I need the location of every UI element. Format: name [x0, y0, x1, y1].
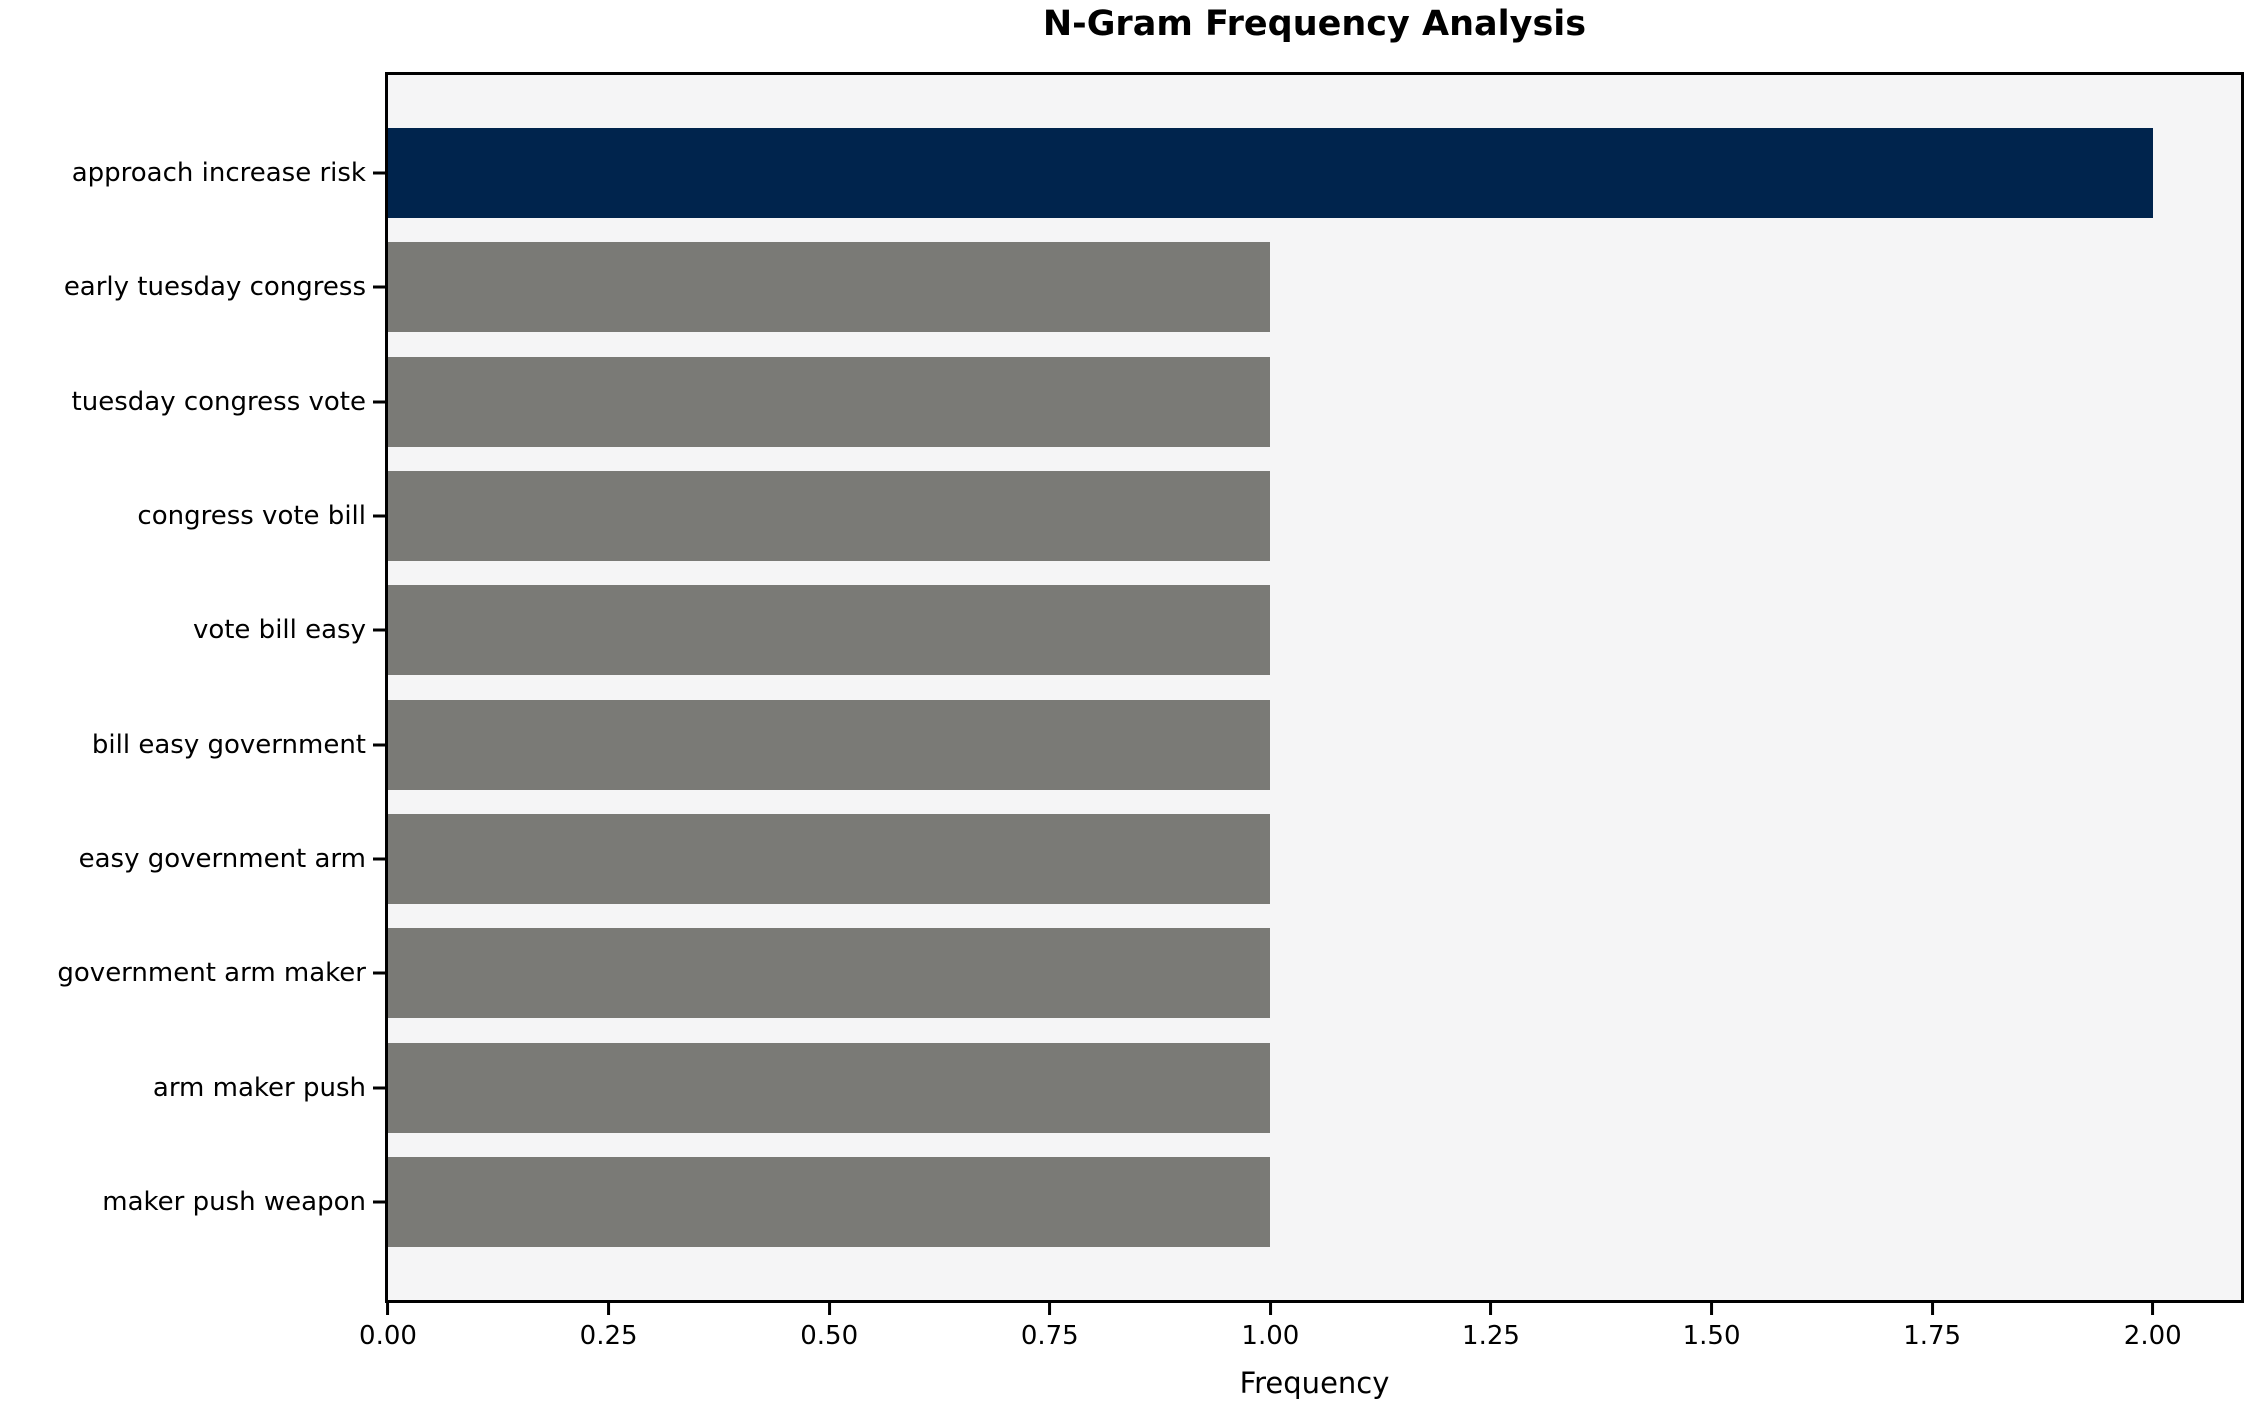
category-label: arm maker push [152, 1072, 366, 1103]
chart-title: N-Gram Frequency Analysis [1042, 4, 1587, 44]
x-tick-label: 0.50 [800, 1321, 859, 1351]
x-tick: 1.00 [1241, 1303, 1299, 1351]
x-tick-label: 2.00 [2123, 1321, 2182, 1351]
category-label: government arm maker [57, 958, 366, 989]
plot-area: approach increase risk early tuesday cong… [57, 72, 2244, 1303]
x-tick-label: 1.75 [1903, 1321, 1962, 1351]
bar-row: congress vote bill [137, 470, 2241, 561]
x-tick-mark [827, 1303, 831, 1315]
x-tick-label: 1.25 [1462, 1321, 1520, 1351]
x-tick: 1.50 [1683, 1303, 1741, 1351]
bar-row: bill easy government [92, 699, 2241, 790]
x-tick-mark [1268, 1303, 1272, 1315]
x-tick-mark [1930, 1303, 1934, 1315]
x-tick: 0.50 [800, 1303, 858, 1351]
x-tick: 2.00 [2124, 1303, 2182, 1351]
bar-row: government arm maker [57, 928, 2241, 1019]
x-tick-mark [1048, 1303, 1052, 1315]
bar-row: tuesday congress vote [72, 356, 2241, 447]
category-label: bill easy government [91, 729, 366, 760]
bars-container: approach increase risk early tuesday cong… [57, 75, 2241, 1300]
bar [388, 128, 2153, 218]
y-tick-mark [373, 971, 385, 975]
x-tick: 1.25 [1462, 1303, 1520, 1351]
x-tick-label: 0.25 [579, 1321, 638, 1351]
category-label: approach increase risk [71, 158, 366, 188]
x-tick-label: 1.00 [1241, 1321, 1300, 1351]
category-label: congress vote bill [137, 500, 366, 531]
y-tick-mark [373, 514, 385, 518]
bar [388, 813, 1271, 904]
y-tick-mark [373, 1086, 385, 1090]
bar-row: approach increase risk [72, 128, 2241, 218]
x-tick-mark [1710, 1303, 1714, 1315]
category-label: early tuesday congress [63, 272, 366, 303]
x-tick-label: 0.75 [1020, 1321, 1079, 1351]
x-tick-mark [386, 1303, 390, 1315]
y-tick-mark [373, 628, 385, 632]
bar-row: vote bill easy [193, 585, 2241, 676]
x-axis-label: Frequency [1239, 1366, 1390, 1400]
x-tick: 1.75 [1903, 1303, 1961, 1351]
category-label: maker push weapon [102, 1186, 366, 1217]
x-tick-label: 0.00 [359, 1321, 417, 1351]
bar-row: arm maker push [153, 1042, 2241, 1133]
x-axis: 0.00 0.25 0.50 0.75 1.00 1.25 1.50 1.75 2.00 [359, 1303, 2241, 1373]
bar [388, 928, 1271, 1019]
category-label: easy government arm [78, 843, 366, 874]
x-tick-mark [2151, 1303, 2155, 1315]
y-tick-mark [373, 285, 385, 289]
bar [388, 1156, 1271, 1247]
x-tick: 0.00 [359, 1303, 417, 1351]
bar [388, 242, 1271, 333]
x-tick-label: 1.50 [1682, 1321, 1741, 1351]
category-label: vote bill easy [192, 615, 366, 646]
y-tick-mark [373, 400, 385, 404]
bar [388, 1042, 1271, 1133]
bar-row: maker push weapon [102, 1156, 2241, 1247]
x-tick: 0.75 [1021, 1303, 1079, 1351]
y-tick-mark [373, 171, 385, 175]
bar [388, 699, 1271, 790]
x-tick-mark [1489, 1303, 1493, 1315]
x-tick-mark [607, 1303, 611, 1315]
y-tick-mark [373, 857, 385, 861]
x-tick: 0.25 [580, 1303, 638, 1351]
bar-row: early tuesday congress [64, 242, 2241, 333]
bar [388, 356, 1271, 447]
bar [388, 470, 1271, 561]
category-label: tuesday congress vote [71, 386, 366, 417]
y-tick-mark [373, 743, 385, 747]
y-tick-mark [373, 1200, 385, 1204]
bar [388, 585, 1271, 676]
bar-row: easy government arm [79, 813, 2241, 904]
